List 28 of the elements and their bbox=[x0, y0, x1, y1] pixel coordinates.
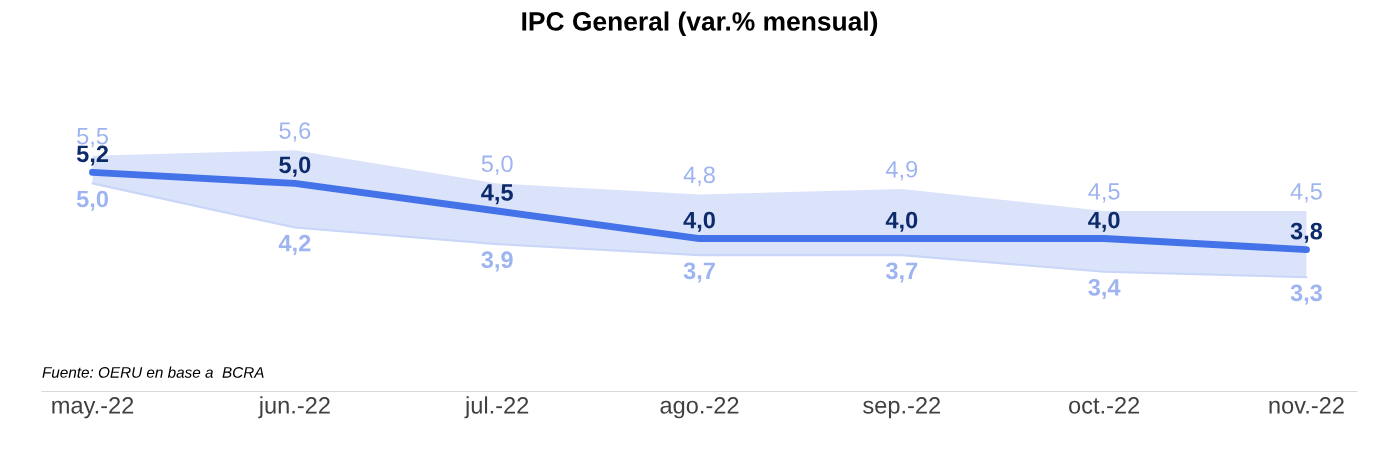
x-tick-label: may.-22 bbox=[52, 396, 134, 419]
x-tick-label: oct.-22 bbox=[1069, 396, 1140, 414]
x-tick-label: ago.-22 bbox=[660, 396, 739, 419]
data-label: 3,8 bbox=[1290, 222, 1323, 243]
data-label: 3,4 bbox=[1088, 278, 1121, 300]
data-label: 3,7 bbox=[885, 262, 918, 283]
x-tick-label: sep.-22 bbox=[863, 396, 941, 419]
data-label: 4,5 bbox=[481, 184, 513, 205]
data-label: 5,0 bbox=[279, 156, 311, 177]
x-tick-label: nov.-22 bbox=[1269, 396, 1344, 414]
data-label: 4,0 bbox=[885, 211, 918, 232]
annotation: Fuente: OERU en base a BCRA bbox=[42, 366, 264, 378]
data-label: 4,0 bbox=[1088, 211, 1120, 232]
data-label: 5,6 bbox=[279, 122, 311, 142]
data-label: 4,0 bbox=[683, 211, 715, 232]
data-label: 4,8 bbox=[683, 166, 715, 186]
data-label: 4,2 bbox=[278, 234, 311, 255]
x-tick-label: jun.-22 bbox=[258, 396, 330, 419]
data-label: 3,7 bbox=[683, 262, 715, 283]
chart-title: IPC General (var.% mensual) bbox=[522, 11, 878, 36]
data-label: 4,5 bbox=[1290, 183, 1322, 203]
data-label: 4,5 bbox=[1088, 183, 1120, 203]
x-tick-label: jul.-22 bbox=[464, 396, 529, 419]
data-label: 5,0 bbox=[76, 190, 108, 211]
data-label: 4,9 bbox=[885, 160, 918, 181]
data-label: 5,0 bbox=[481, 155, 513, 175]
data-label: 3,3 bbox=[1290, 284, 1323, 305]
data-label: 3,9 bbox=[481, 251, 513, 272]
